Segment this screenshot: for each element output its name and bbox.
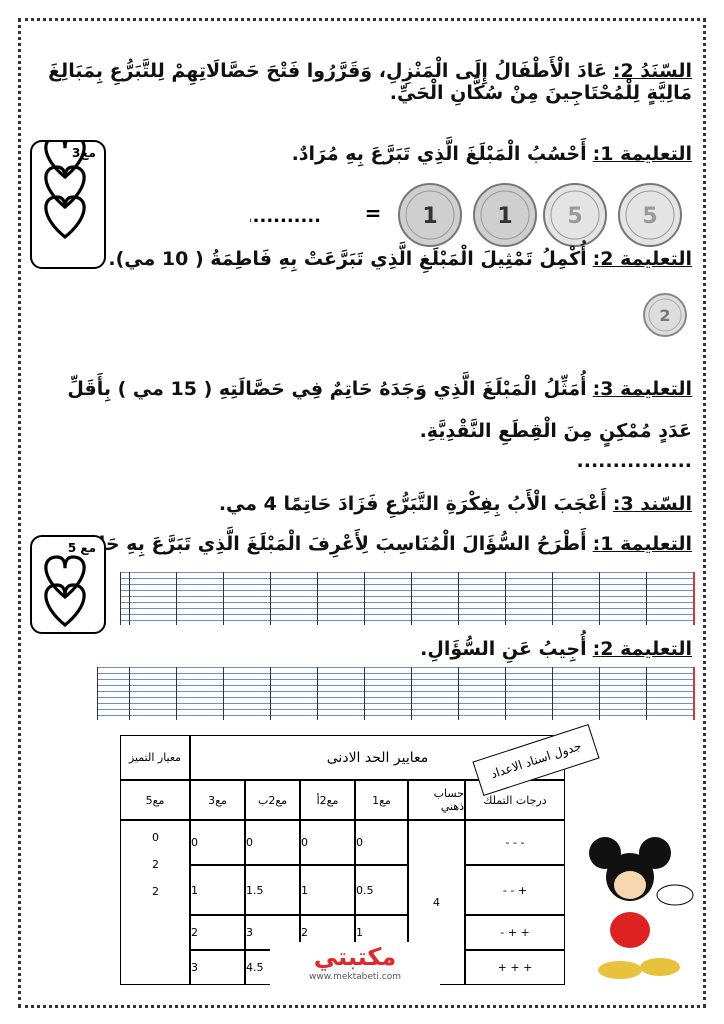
task1: التعليمة 1:أَحْسُبُ الْمَبْلَغَ الَّذِي … [292,143,692,165]
task5: التعليمة 2:أُجِيبُ عَنِ السُّؤَالِ. [420,638,692,660]
coin-value: 1 [497,204,512,229]
task3-answer: ................ [576,450,692,472]
text: عَادَ الْأَطْفَالُ إِلَى الْمَنْزِلِ، وَ… [48,60,692,104]
hearts [44,135,86,240]
excellence-score: 2 [152,858,159,871]
coin-body [473,183,537,247]
grade: + - - [465,865,565,915]
frame [18,18,706,1008]
score: 0 [190,820,245,865]
task2: التعليمة 2:أُكْمِلُ تَمْثِيلَ الْمَبْلَغ… [108,248,692,270]
task3: التعليمة 3:أُمَثِّلُ الْمَبْلَغَ الَّذِي… [32,368,692,452]
coins-row: = ............ 1 1 5 5 [250,183,682,247]
coin: 1 [398,183,462,247]
label: التعليمة 1: [592,533,692,555]
coin: 5 [543,183,607,247]
writing-lines [120,572,695,625]
score: 0 [300,820,355,865]
header: مع2ب [245,780,300,820]
label: التعليمة 1: [592,143,692,165]
box-label: مع3 [72,146,96,160]
excellence-score: 0 [152,831,159,844]
logo-name: مكتبتي [313,943,397,971]
header: مع3 [190,780,245,820]
score: 3 [190,950,245,985]
text: أُمَثِّلُ الْمَبْلَغَ الَّذِي وَجَدَهُ ح… [67,378,692,442]
score: 0.5 [355,865,408,915]
score: 1 [300,865,355,915]
header: معيار التميز [120,735,190,780]
coin-value: 2 [659,306,670,325]
label: التعليمة 2: [592,248,692,270]
text: أَعْجَبَ الْأَبُ بِفِكْرَةِ التَّبَرُّعِ… [218,493,607,515]
header: مع1 [355,780,408,820]
score-box: مع 5 [30,535,106,634]
coin-body [398,183,462,247]
hearts [44,555,86,628]
header: حساب ذهني [408,780,465,820]
text: أُكْمِلُ تَمْثِيلَ الْمَبْلَغِ الَّذِي ت… [108,248,587,270]
label: التعليمة 3: [592,378,692,400]
coin-value: 5 [567,204,582,229]
score-box: مع3 [30,135,106,269]
text: أُجِيبُ عَنِ السُّؤَالِ. [420,638,587,660]
coin-value: 1 [422,204,437,229]
coin-body [618,183,682,247]
label: السّنَدُ 2: [612,60,692,82]
label: السّند 3: [612,493,692,515]
score: 2 [190,915,245,950]
logo: مكتبتي www.mektabeti.com [270,942,440,986]
grade: + + - [465,915,565,950]
text: أَحْسُبُ الْمَبْلَغَ الَّذِي تَبَرَّعَ ب… [291,143,587,165]
mickey [589,837,694,979]
writing-lines [97,667,695,720]
box-label: مع 5 [67,541,96,555]
excellence-cell: 0 2 2 [120,820,190,985]
coin-value: 5 [642,204,657,229]
score: 0 [245,820,300,865]
sanad3: السّند 3:أَعْجَبَ الْأَبُ بِفِكْرَةِ الت… [219,493,692,515]
coin-body [543,183,607,247]
equals: = [365,201,382,225]
text: أَطْرَحُ السُّؤَالَ الْمُنَاسِبَ لِأَعْر… [69,533,587,555]
header: مع2أ [300,780,355,820]
excellence-score: 2 [152,885,159,898]
logo-url: www.mektabeti.com [308,972,402,982]
score: 1 [190,865,245,915]
coin: 2 [643,293,687,337]
grade: - - - [465,820,565,865]
coin: 5 [618,183,682,247]
sanad2: السّنَدُ 2:عَادَ الْأَطْفَالُ إِلَى الْم… [0,60,692,104]
grade: + + + [465,950,565,985]
label: التعليمة 2: [592,638,692,660]
score: 0 [355,820,408,865]
coin-ring [405,190,455,240]
coin-ring [625,190,675,240]
coin-ring [550,190,600,240]
header: مع5 [120,780,190,820]
task4: التعليمة 1:أَطْرَحُ السُّؤَالَ الْمُنَاس… [69,533,692,555]
coin: 1 [473,183,537,247]
coin-ring [480,190,530,240]
score: 1.5 [245,865,300,915]
answer-dots: ............ [250,206,321,227]
